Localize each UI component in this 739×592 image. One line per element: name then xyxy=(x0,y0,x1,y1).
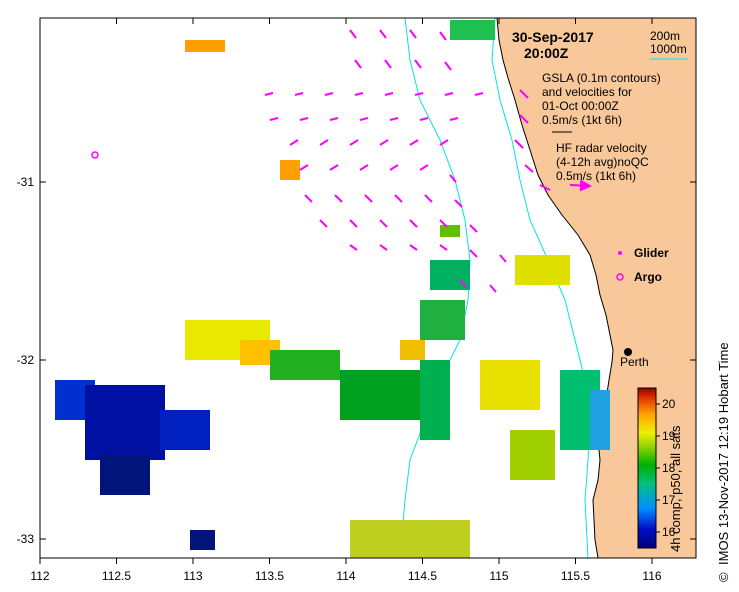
colorbar-tick-label: 16 xyxy=(662,525,676,539)
gsla-note-line-4: 0.5m/s (1kt 6h) xyxy=(542,113,622,127)
colorbar-tick-label: 18 xyxy=(662,461,676,475)
hf-note-line-3: 0.5m/s (1kt 6h) xyxy=(556,169,636,183)
x-tick-label: 113 xyxy=(183,569,202,583)
y-tick-label: -33 xyxy=(17,532,35,546)
perth-marker xyxy=(624,348,632,356)
perth-label: Perth xyxy=(620,355,649,369)
x-tick-label: 112 xyxy=(30,569,49,583)
glider-legend-label: Glider xyxy=(634,246,669,260)
argo-legend-label: Argo xyxy=(634,270,662,284)
colorbar-tick-label: 20 xyxy=(662,397,676,411)
colorbar-tick-label: 19 xyxy=(662,429,676,443)
plot-frame xyxy=(39,17,697,559)
colorbar-title: 4h comp, p50, all sats xyxy=(668,425,683,552)
x-axis: 112 112.5 113 113.5 114 114.5 115 115.5 116 xyxy=(30,18,662,583)
velocity-arrows xyxy=(264,29,592,293)
gsla-note-line-3: 01-Oct 00:00Z xyxy=(542,99,619,113)
x-tick-label: 114 xyxy=(336,569,355,583)
gsla-note-line-2: and velocities for xyxy=(542,85,632,99)
hf-note-line-1: HF radar velocity xyxy=(556,141,647,155)
colorbar-ticks: 20 19 18 17 16 xyxy=(656,397,676,539)
map-date: 30-Sep-2017 xyxy=(512,29,594,45)
x-tick-label: 115.5 xyxy=(561,569,590,583)
argo-marker xyxy=(91,151,99,159)
x-tick-label: 114.5 xyxy=(408,569,437,583)
contour-1000m-label: 1000m xyxy=(650,42,687,56)
side-credit: IMOS 13-Nov-2017 12:19 Hobart Time xyxy=(716,342,731,565)
x-tick-label: 112.5 xyxy=(102,569,131,583)
x-tick-label: 115 xyxy=(489,569,508,583)
map-time: 20:00Z xyxy=(524,45,569,61)
glider-legend-icon xyxy=(618,251,622,255)
contour-200m-label: 200m xyxy=(650,29,680,43)
sst-data xyxy=(55,20,610,558)
coastline xyxy=(496,18,614,558)
copyright-symbol: © xyxy=(716,572,731,582)
hf-note-line-2: (4-12h avg)noQC xyxy=(556,155,649,169)
colorbar xyxy=(637,387,657,549)
y-tick-label: -32 xyxy=(17,353,35,367)
y-tick-label: -31 xyxy=(17,175,35,189)
gsla-note-line-1: GSLA (0.1m contours) xyxy=(542,71,661,85)
x-tick-label: 116 xyxy=(642,569,661,583)
x-tick-label: 113.5 xyxy=(255,569,284,583)
colorbar-tick-label: 17 xyxy=(662,493,676,507)
y-axis: -31 -32 -33 xyxy=(17,175,696,546)
argo-legend-icon xyxy=(616,273,624,281)
